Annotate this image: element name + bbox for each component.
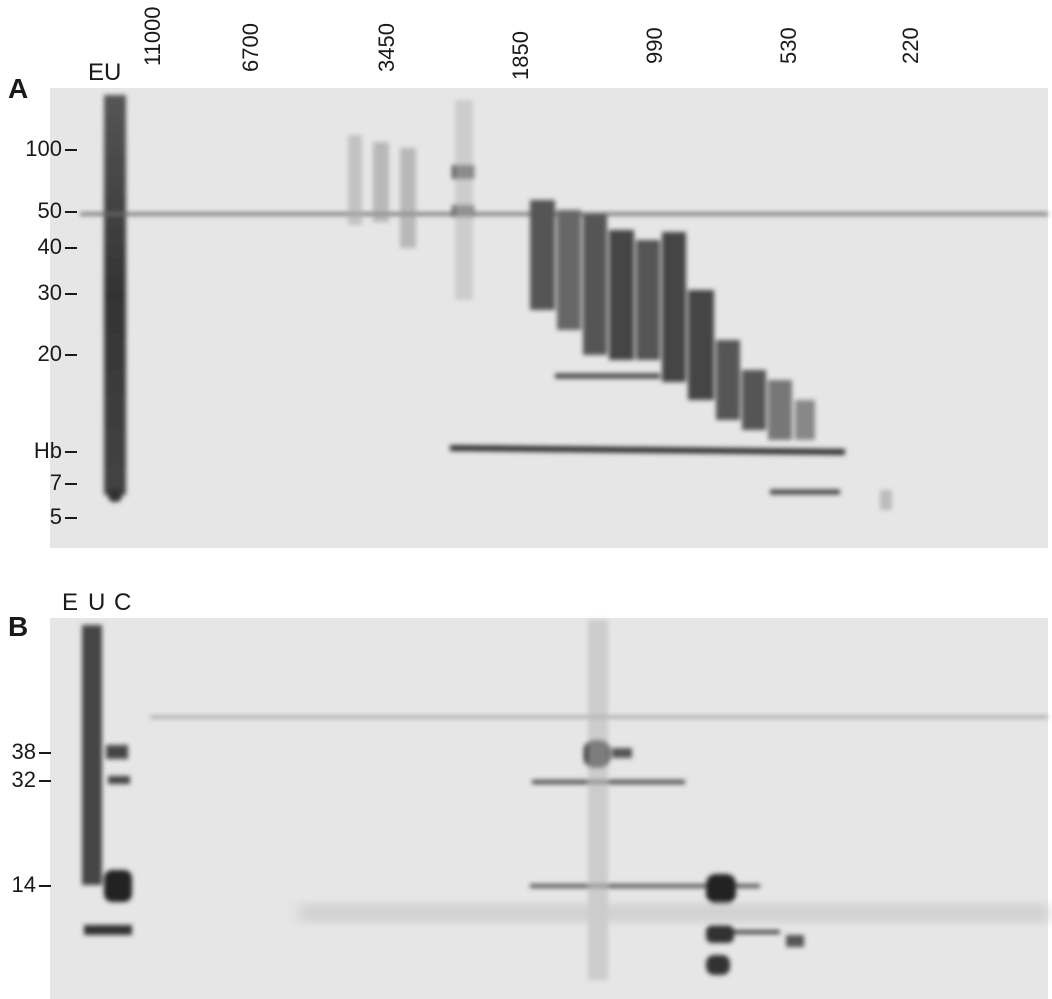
marker-label: 5	[50, 504, 62, 529]
top-label: 1850	[508, 31, 533, 80]
marker-label: 32	[12, 767, 36, 792]
bands-b	[82, 620, 1048, 980]
marker-label: 14	[12, 872, 36, 897]
gel-b	[50, 618, 1048, 999]
panel-label: A	[8, 73, 28, 104]
top-label: 11000	[140, 6, 165, 66]
top-label: 3450	[374, 23, 399, 72]
top-labels: 11000 6700 3450 1850 990 530 220	[140, 6, 923, 80]
marker-label: 7	[50, 470, 62, 495]
top-label: 530	[776, 27, 801, 64]
lane-label: EU	[88, 59, 121, 86]
top-label: 220	[898, 27, 923, 64]
lane-label: C	[114, 589, 131, 616]
markers-b: 38 32 14	[12, 739, 51, 897]
marker-label: 30	[38, 280, 62, 305]
marker-label: 20	[38, 341, 62, 366]
marker-label: 38	[12, 739, 36, 764]
marker-label: 50	[38, 198, 62, 223]
lane-label: U	[88, 589, 105, 616]
markers-a: 100 50 40 30 20 Hb 7 5	[25, 136, 77, 529]
marker-label: 40	[38, 234, 62, 259]
bands-a	[80, 95, 1048, 510]
marker-label: 100	[25, 136, 62, 161]
panel-label: B	[8, 611, 28, 642]
marker-label: Hb	[34, 438, 62, 463]
top-label: 990	[642, 27, 667, 64]
gel-a	[50, 88, 1048, 548]
lane-label: E	[62, 589, 78, 616]
top-label: 6700	[238, 23, 263, 72]
